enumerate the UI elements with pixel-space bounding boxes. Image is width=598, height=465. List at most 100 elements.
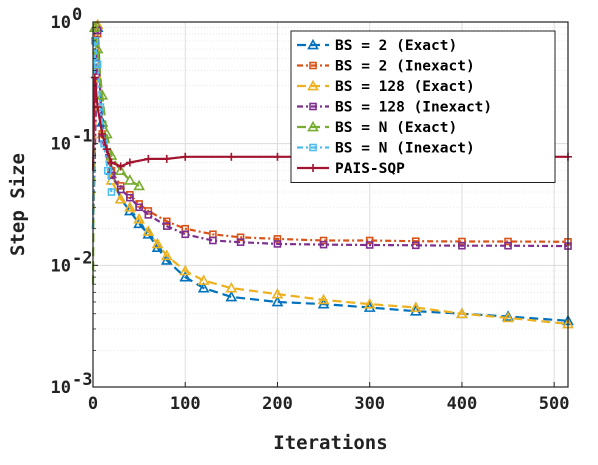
data-point (363, 297, 376, 309)
legend-swatch-marker (309, 61, 317, 70)
y-axis-label: Step Size (7, 153, 29, 256)
data-point (116, 185, 125, 194)
y-tick-label: 10 (51, 256, 71, 276)
x-axis-label: Iterations (273, 432, 387, 454)
data-point (181, 230, 190, 239)
data-point (135, 203, 143, 212)
data-point (197, 281, 210, 293)
data-point (273, 240, 282, 248)
data-point (124, 201, 136, 212)
y-tick-exponent: -3 (72, 370, 92, 390)
plot-frame (92, 21, 569, 388)
data-point (144, 211, 153, 219)
data-point (225, 290, 238, 302)
data-point (236, 238, 245, 246)
data-point (162, 154, 171, 163)
y-tick-exponent: 0 (72, 5, 82, 25)
data-point (209, 236, 217, 245)
data-point (181, 152, 190, 161)
series-line (91, 26, 569, 322)
legend-swatch-marker (309, 143, 317, 152)
legend-swatch-marker (307, 38, 319, 50)
y-tick-exponent: -2 (72, 248, 92, 268)
x-tick-label: 200 (262, 394, 293, 414)
legend-swatch-marker (307, 79, 319, 91)
data-point (179, 264, 192, 276)
data-point (91, 37, 99, 45)
legend-item: BS = 2 (Inexact) (297, 59, 475, 75)
x-tick-label: 500 (539, 394, 570, 414)
data-point (197, 274, 210, 285)
data-point (133, 212, 145, 224)
y-tick-exponent: -1 (72, 127, 92, 147)
data-point (160, 249, 173, 261)
data-point (107, 188, 116, 196)
x-tick-label: 100 (170, 394, 201, 414)
data-point (126, 193, 134, 202)
data-point (114, 192, 127, 204)
data-point (271, 295, 284, 307)
y-tick-label: 10 (51, 13, 71, 33)
data-point (504, 237, 512, 246)
data-point (502, 311, 514, 323)
data-point (179, 270, 192, 282)
legend: BS = 2 (Exact) BS = 2 (Inexact) BS = 128 (… (290, 30, 556, 183)
data-point (124, 174, 136, 185)
data-point (91, 42, 104, 54)
x-tick-label: 0 (88, 394, 98, 414)
legend-label: BS = N (Inexact) (335, 141, 475, 157)
data-point (412, 237, 420, 245)
x-tick-label: 300 (354, 394, 385, 414)
data-point (227, 152, 236, 161)
data-point (144, 207, 153, 215)
data-point (273, 235, 282, 243)
legend-label: PAIS-SQP (335, 161, 405, 177)
data-point (144, 154, 153, 163)
data-point (458, 237, 466, 246)
data-point (114, 164, 127, 176)
data-point (365, 241, 374, 249)
series-line (91, 32, 569, 243)
legend-item: BS = 128 (Inexact) (297, 100, 492, 116)
legend-item: BS = N (Exact) (297, 120, 457, 136)
legend-item: BS = N (Inexact) (297, 141, 475, 157)
data-point (319, 240, 328, 249)
data-point (319, 236, 328, 245)
series-line (91, 26, 140, 285)
legend-box (290, 30, 556, 183)
legend-label: BS = N (Exact) (335, 120, 457, 136)
data-point (162, 222, 171, 230)
legend-swatch-marker (309, 102, 317, 111)
data-point (271, 287, 284, 299)
legend-label: BS = 128 (Inexact) (335, 100, 492, 116)
data-point (236, 233, 245, 242)
data-point (116, 162, 125, 171)
data-point (456, 307, 468, 319)
data-point (125, 158, 134, 167)
legend-item: PAIS-SQP (297, 161, 405, 177)
legend-swatch-marker (307, 120, 319, 132)
series-layer (88, 18, 574, 329)
legend-label: BS = 128 (Exact) (335, 79, 475, 95)
data-point (133, 179, 145, 191)
data-point (504, 241, 512, 250)
legend-label: BS = 2 (Exact) (335, 38, 457, 54)
data-point (162, 217, 171, 226)
legend-item: BS = 2 (Exact) (297, 38, 457, 54)
data-point (93, 60, 102, 68)
legend-swatch-marker (309, 164, 317, 172)
data-point (458, 241, 466, 250)
data-point (142, 225, 155, 236)
data-point (225, 281, 238, 293)
data-point (409, 301, 422, 312)
data-point (103, 166, 112, 175)
data-point (412, 241, 420, 250)
legend-label: BS = 2 (Inexact) (335, 59, 475, 75)
data-point (98, 130, 107, 139)
data-point (151, 237, 164, 249)
data-point (90, 73, 99, 82)
data-point (365, 236, 374, 245)
legend-item: BS = 128 (Exact) (297, 79, 475, 95)
